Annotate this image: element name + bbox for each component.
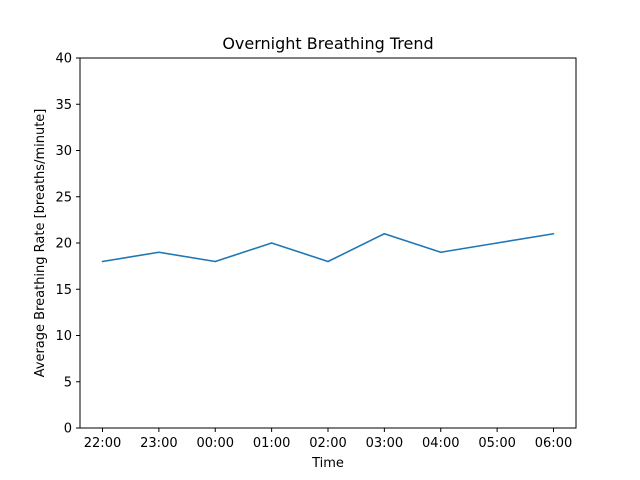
x-tick-label: 00:00	[197, 436, 234, 451]
y-tick-label: 40	[55, 52, 72, 67]
y-tick-label: 35	[55, 98, 72, 113]
y-tick-label: 10	[55, 329, 72, 344]
x-tick-label: 23:00	[140, 436, 177, 451]
data-point	[439, 251, 442, 254]
x-axis-title: Time	[311, 456, 344, 471]
y-tick-label: 20	[55, 237, 72, 252]
x-tick-label: 01:00	[253, 436, 290, 451]
chart-title: Overnight Breathing Trend	[222, 34, 433, 53]
data-point	[101, 260, 104, 263]
data-point	[158, 251, 160, 254]
x-tick-label: 02:00	[309, 436, 346, 451]
data-point	[270, 242, 273, 244]
x-tick-label: 22:00	[84, 436, 121, 451]
data-point	[214, 260, 217, 263]
x-tick-label: 04:00	[422, 436, 459, 451]
x-tick-label: 06:00	[535, 436, 572, 451]
plot-area: 0 5 10 15 20 25 30 35 40 22:00 23:00 00:00 01:00 02:0…	[55, 52, 572, 452]
data-point	[496, 242, 498, 244]
y-tick-label: 15	[55, 283, 72, 298]
x-tick-label: 05:00	[478, 436, 515, 451]
plot-frame	[79, 57, 577, 429]
data-point	[327, 260, 329, 263]
y-tick-label: 30	[55, 144, 72, 159]
x-tick-label: 03:00	[366, 436, 403, 451]
data-point	[552, 232, 555, 235]
y-tick-label: 25	[55, 190, 72, 205]
y-tick-label: 0	[64, 422, 72, 437]
y-tick-label: 5	[64, 375, 72, 390]
y-axis-title: Average Breathing Rate [breaths/minute]	[33, 109, 48, 378]
data-point	[383, 232, 386, 235]
